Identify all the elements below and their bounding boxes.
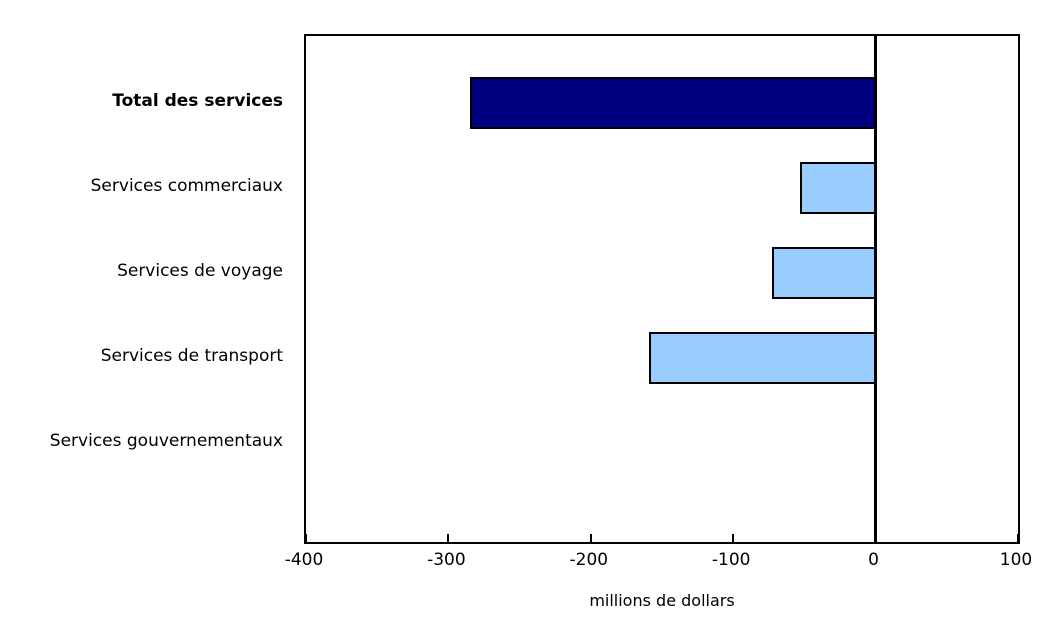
x-axis-tick-mark	[589, 534, 592, 542]
category-label: Services gouvernementaux	[49, 431, 283, 451]
bar	[649, 332, 876, 384]
x-axis-tick-mark	[874, 534, 877, 542]
x-axis-tick-mark	[732, 534, 735, 542]
category-label: Services de transport	[100, 346, 283, 366]
x-axis-title: millions de dollars	[589, 591, 735, 610]
x-axis-tick-label: -400	[284, 550, 324, 570]
x-axis-tick-label: -300	[427, 550, 466, 570]
x-axis-tick-label: -100	[711, 550, 751, 570]
bar	[469, 77, 876, 129]
x-axis-tick-mark	[305, 534, 307, 542]
zero-baseline	[874, 36, 878, 542]
bar	[800, 162, 876, 214]
x-axis-tick-mark	[1017, 534, 1019, 542]
x-axis-tick-label: 0	[868, 550, 880, 570]
category-label: Services de voyage	[117, 261, 283, 281]
x-axis-tick-mark	[447, 534, 450, 542]
bar	[771, 247, 876, 299]
x-axis-tick-label: -200	[569, 550, 609, 570]
x-axis-tick-label: 100	[999, 550, 1033, 570]
plot-area	[304, 34, 1020, 544]
category-label: Services commerciaux	[90, 176, 283, 196]
x-axis-tick-labels: -400 -300 -200 -100 0 100	[285, 550, 1033, 574]
category-label: Total des services	[112, 91, 283, 111]
y-axis-category-labels: Total des services Services commerciaux Se…	[0, 34, 285, 540]
